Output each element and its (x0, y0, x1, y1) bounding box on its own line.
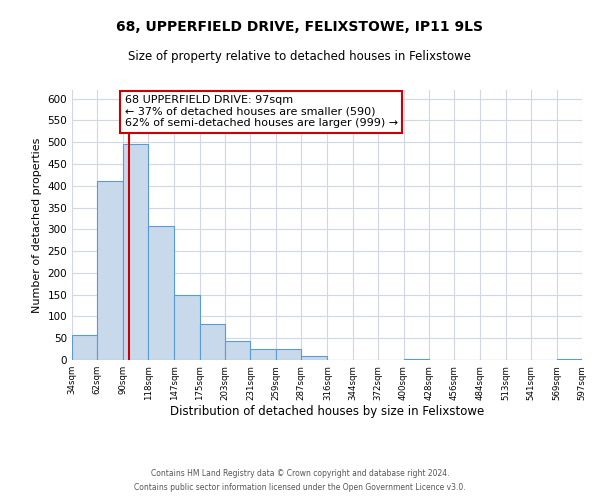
Bar (250, 349, 276, 360)
Bar (200, 324, 225, 360)
Bar (72, 335, 97, 360)
Text: 68 UPPERFIELD DRIVE: 97sqm
← 37% of detached houses are smaller (590)
62% of sem: 68 UPPERFIELD DRIVE: 97sqm ← 37% of deta… (125, 95, 398, 128)
Text: Size of property relative to detached houses in Felixstowe: Size of property relative to detached ho… (128, 50, 472, 63)
Text: Contains HM Land Registry data © Crown copyright and database right 2024.: Contains HM Land Registry data © Crown c… (151, 468, 449, 477)
Bar (557, 358, 582, 360)
Bar (225, 342, 250, 360)
X-axis label: Distribution of detached houses by size in Felixstowe: Distribution of detached houses by size … (170, 406, 484, 418)
Text: Contains public sector information licensed under the Open Government Licence v3: Contains public sector information licen… (134, 484, 466, 492)
Bar (175, 294, 200, 360)
Bar (148, 226, 175, 360)
Bar (404, 358, 429, 360)
Bar (301, 356, 328, 360)
Y-axis label: Number of detached properties: Number of detached properties (32, 138, 42, 312)
Text: 68, UPPERFIELD DRIVE, FELIXSTOWE, IP11 9LS: 68, UPPERFIELD DRIVE, FELIXSTOWE, IP11 9… (116, 20, 484, 34)
Bar (276, 349, 301, 360)
Bar (97, 182, 123, 360)
Bar (123, 144, 148, 360)
